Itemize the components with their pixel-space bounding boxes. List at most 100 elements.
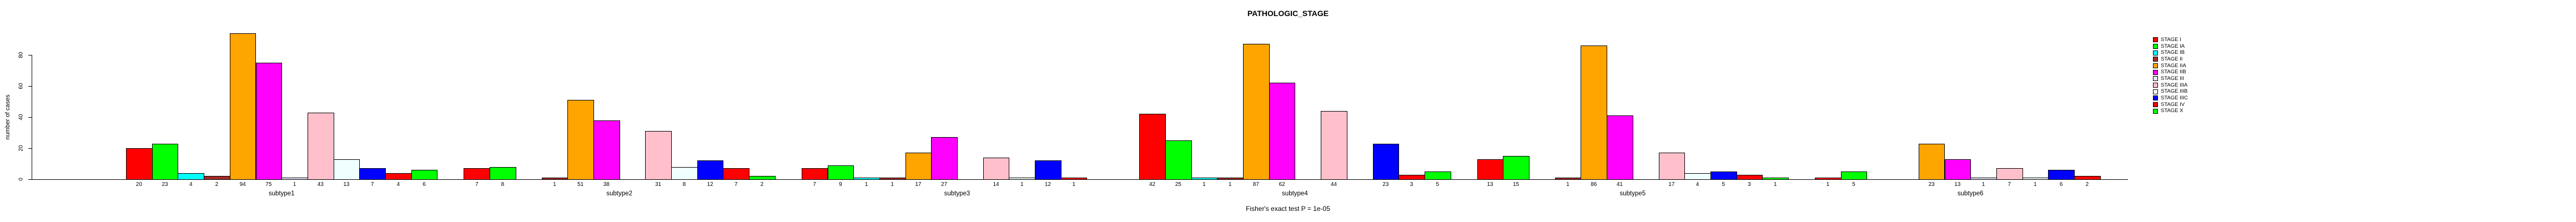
bar-subtype1-stage-ii xyxy=(204,176,230,180)
bar-value-label: 1 xyxy=(553,181,556,188)
bar-value-label: 4 xyxy=(1695,181,1699,188)
bar-value-label: 86 xyxy=(1591,181,1597,188)
bar-value-label: 9 xyxy=(839,181,842,188)
group-label-subtype3: subtype3 xyxy=(944,190,970,197)
bar-subtype5-stage-ii xyxy=(1554,178,1582,180)
bar-value-label: 13 xyxy=(343,181,350,188)
legend-swatch xyxy=(2153,76,2158,82)
bar-subtype6-stage-iib xyxy=(1944,159,1971,180)
y-tick xyxy=(28,179,32,180)
bar-subtype5-stage-i xyxy=(1477,159,1504,180)
legend-label: STAGE IIIA xyxy=(2161,82,2188,88)
group-label-subtype1: subtype1 xyxy=(268,190,295,197)
chart-title: PATHOLOGIC_STAGE xyxy=(1247,9,1329,18)
bar-subtype1-stage-ib xyxy=(178,173,205,180)
bar-value-label: 8 xyxy=(501,181,505,188)
bar-value-label: 8 xyxy=(682,181,686,188)
bar-subtype6-stage-iii xyxy=(1970,178,1997,180)
bar-subtype2-stage-ii xyxy=(541,178,568,180)
bar-subtype3-stage-ii xyxy=(879,178,906,180)
bar-value-label: 1 xyxy=(2034,181,2037,188)
legend-item-stage-iib: STAGE IIB xyxy=(2153,69,2188,75)
y-tick-label: 0 xyxy=(18,178,24,181)
bar-value-label: 1 xyxy=(1228,181,1232,188)
bar-value-label: 1 xyxy=(1566,181,1569,188)
bar-value-label: 1 xyxy=(293,181,296,188)
bar-value-label: 20 xyxy=(135,181,142,188)
legend-swatch xyxy=(2153,50,2158,56)
legend-label: STAGE IIIC xyxy=(2161,94,2188,101)
legend-item-stage-ib: STAGE IB xyxy=(2153,49,2188,56)
bar-subtype2-stage-iiic xyxy=(697,160,724,180)
y-tick xyxy=(28,55,32,56)
bar-value-label: 23 xyxy=(162,181,168,188)
legend-item-stage-i: STAGE I xyxy=(2153,37,2188,43)
bar-value-label: 3 xyxy=(1748,181,1751,188)
bar-value-label: 5 xyxy=(1722,181,1725,188)
legend-swatch xyxy=(2153,43,2158,49)
legend-label: STAGE III xyxy=(2161,75,2185,82)
bar-value-label: 4 xyxy=(396,181,400,188)
bar-value-label: 1 xyxy=(890,181,894,188)
bar-subtype2-stage-iiib xyxy=(671,167,698,180)
bar-subtype3-stage-iiic xyxy=(1035,160,1061,180)
bar-value-label: 27 xyxy=(941,181,948,188)
y-tick-label: 20 xyxy=(18,145,24,152)
bar-subtype2-stage-iia xyxy=(567,100,594,180)
y-tick-label: 60 xyxy=(18,83,24,89)
y-tick-label: 80 xyxy=(18,52,24,58)
bar-value-label: 25 xyxy=(1175,181,1181,188)
bar-value-label: 62 xyxy=(1279,181,1285,188)
bar-subtype4-stage-iib xyxy=(1269,83,1296,180)
bar-value-label: 2 xyxy=(760,181,764,188)
bar-value-label: 41 xyxy=(1616,181,1623,188)
bar-subtype4-stage-ia xyxy=(1165,140,1192,180)
bar-subtype4-stage-ii xyxy=(1217,178,1244,180)
bar-value-label: 87 xyxy=(1252,181,1259,188)
bar-subtype6-stage-iv xyxy=(2074,176,2101,180)
legend-swatch xyxy=(2153,57,2158,62)
legend-label: STAGE I xyxy=(2161,37,2181,43)
bar-value-label: 43 xyxy=(317,181,324,188)
bar-value-label: 2 xyxy=(2085,181,2089,188)
group-label-subtype2: subtype2 xyxy=(606,190,632,197)
legend-item-stage-iii: STAGE III xyxy=(2153,75,2188,82)
bar-value-label: 7 xyxy=(813,181,816,188)
bar-subtype1-stage-iiib xyxy=(333,159,360,180)
legend: STAGE I STAGE IA STAGE IB STAGE II STAGE IIA… xyxy=(2153,37,2188,114)
bar-value-label: 38 xyxy=(603,181,610,188)
bar-subtype3-stage-iia xyxy=(905,153,932,180)
bar-value-label: 75 xyxy=(265,181,272,188)
y-tick xyxy=(28,148,32,149)
bar-subtype4-stage-x xyxy=(1424,171,1451,180)
legend-swatch xyxy=(2153,69,2158,75)
y-axis-label: number of cases xyxy=(4,94,11,140)
bar-subtype5-stage-iia xyxy=(1581,46,1608,180)
bar-value-label: 1 xyxy=(1773,181,1777,188)
bar-subtype6-stage-i xyxy=(1815,178,1842,180)
legend-item-stage-ia: STAGE IA xyxy=(2153,43,2188,50)
bar-subtype2-stage-iiia xyxy=(645,131,672,180)
legend-label: STAGE IIA xyxy=(2161,62,2186,69)
bar-subtype4-stage-iv xyxy=(1398,175,1425,180)
bar-subtype5-stage-iiia xyxy=(1658,153,1686,180)
legend-swatch xyxy=(2153,37,2158,43)
y-tick xyxy=(28,86,32,87)
bar-value-label: 14 xyxy=(993,181,999,188)
bar-value-label: 6 xyxy=(422,181,426,188)
bar-value-label: 13 xyxy=(1487,181,1493,188)
bar-value-label: 5 xyxy=(1852,181,1855,188)
bar-value-label: 23 xyxy=(1382,181,1389,188)
bar-subtype6-stage-iiic xyxy=(2048,170,2075,180)
y-tick xyxy=(28,117,32,118)
bar-value-label: 1 xyxy=(1072,181,1075,188)
bar-value-label: 2 xyxy=(215,181,219,188)
legend-item-stage-iia: STAGE IIA xyxy=(2153,63,2188,69)
bar-subtype1-stage-i xyxy=(126,148,153,180)
legend-label: STAGE IA xyxy=(2161,43,2185,49)
legend-item-stage-ii: STAGE II xyxy=(2153,56,2188,63)
bar-value-label: 51 xyxy=(577,181,584,188)
legend-swatch xyxy=(2153,82,2158,88)
bar-value-label: 7 xyxy=(370,181,374,188)
